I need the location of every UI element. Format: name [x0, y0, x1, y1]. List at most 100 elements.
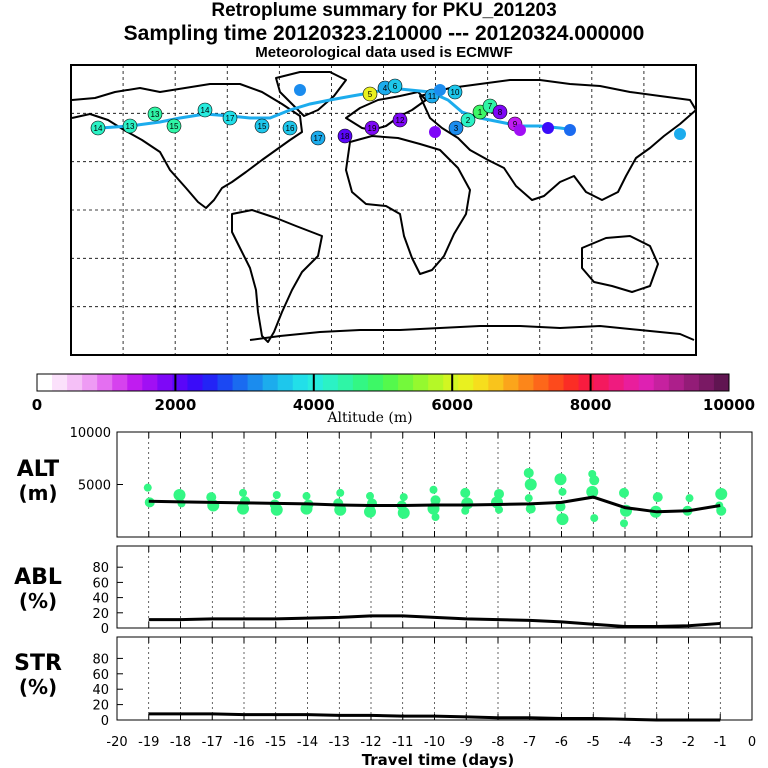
colorbar-swatch [413, 374, 429, 391]
alt-point [300, 502, 313, 515]
alt-point [525, 503, 536, 514]
panel-unit: (m) [18, 481, 57, 505]
x-tick-label: -7 [523, 735, 536, 750]
x-tick-label: -3 [650, 735, 663, 750]
colorbar-tick-label: 2000 [155, 396, 197, 414]
plume-marker [448, 120, 464, 136]
alt-point [270, 503, 283, 516]
x-tick-label: -8 [492, 735, 505, 750]
panel-label: STR [14, 651, 62, 676]
colorbar-swatch [488, 374, 504, 391]
plume-marker [447, 84, 463, 100]
str-line [148, 712, 721, 722]
alt-point [523, 467, 534, 478]
alt-point [586, 485, 599, 498]
colorbar-tick-label: 10000 [703, 396, 755, 414]
colorbar-swatch [142, 374, 158, 391]
plume-marker [282, 120, 298, 136]
alt-point [429, 485, 438, 494]
x-tick-label: -9 [460, 735, 473, 750]
y-tick-label: 0 [101, 622, 109, 637]
colorbar-swatch [292, 374, 309, 391]
x-tick-label: -19 [138, 735, 159, 750]
x-tick-label: -2 [682, 735, 695, 750]
plume-label: 9 [513, 120, 518, 129]
y-tick-label: 20 [92, 699, 109, 714]
y-tick-label: 80 [92, 561, 109, 576]
colorbar-swatch [202, 374, 219, 391]
plume-label: 17 [226, 114, 235, 123]
x-tick-label: -18 [170, 735, 191, 750]
plume-label: 15 [170, 122, 179, 131]
plume-marker [429, 126, 441, 138]
panel-unit: (%) [19, 675, 57, 699]
plume-label: 8 [498, 108, 503, 117]
alt-point [460, 487, 471, 498]
alt-mean-line [148, 495, 721, 514]
colorbar-swatch [187, 374, 203, 391]
alt-point [558, 487, 567, 496]
alt-point [431, 513, 440, 522]
colorbar-swatch [277, 374, 294, 391]
colorbar-swatch [322, 374, 339, 391]
plume-label: 7 [488, 102, 493, 111]
plume-marker [197, 102, 213, 118]
plume-label: 19 [368, 124, 377, 133]
altitude-colorbar: 0 2000 4000 6000 8000 10000 Altitude (m) [32, 373, 755, 426]
y-tick-label: 0 [101, 714, 109, 729]
y-tick-label: 80 [92, 652, 109, 667]
colorbar-swatch [653, 374, 670, 391]
colorbar-swatch [37, 374, 53, 391]
continent-africa [345, 135, 471, 275]
alt-point [366, 492, 374, 501]
colorbar-swatch [638, 374, 655, 391]
alt-point [555, 501, 566, 512]
plume-label: 13 [151, 110, 160, 119]
plume-marker [364, 120, 380, 136]
colorbar-tick-label: 0 [32, 396, 42, 414]
x-tick-label: 0 [748, 735, 756, 750]
plume-label: 14 [94, 124, 103, 133]
plume-marker [310, 130, 326, 146]
colorbar-swatch [473, 374, 489, 391]
plume-label: 10 [451, 88, 460, 97]
y-tick-label: 5000 [78, 479, 111, 494]
alt-point [620, 519, 628, 528]
colorbar-swatch [608, 374, 625, 391]
continent-north-america [71, 83, 303, 209]
y-tick-label: 60 [92, 576, 109, 591]
colorbar-swatch [367, 374, 384, 391]
colorbar-swatch [548, 374, 565, 391]
colorbar-frame [36, 373, 730, 392]
y-tick-label: 40 [92, 592, 109, 607]
chart-title: Retroplume summary for PKU_201203 [211, 0, 557, 21]
colorbar-swatch [593, 374, 610, 391]
x-tick-label: -1 [714, 735, 727, 750]
colorbar-swatch [713, 374, 730, 391]
x-tick-label: -20 [106, 735, 127, 750]
colorbar-swatch [262, 374, 279, 391]
colorbar-swatch [683, 374, 700, 391]
colorbar-swatch [52, 374, 68, 391]
alt-point [524, 478, 537, 491]
alt-point [590, 514, 599, 523]
colorbar-swatch [428, 374, 444, 391]
plume-marker [392, 112, 408, 128]
alt-point [334, 503, 347, 516]
colorbar-swatch [247, 374, 264, 391]
plume-label: 3 [454, 124, 459, 133]
time-series-panels: ALT(m)100005000ABL(%)020406080STR(%)0204… [14, 426, 756, 768]
plume-marker [460, 112, 476, 128]
plume-marker [674, 128, 686, 140]
plume-marker [147, 106, 163, 122]
x-tick-label: -4 [619, 735, 632, 750]
plume-marker [564, 124, 576, 136]
alt-point [619, 487, 629, 498]
x-tick-label: -5 [587, 735, 600, 750]
colorbar-swatch [398, 374, 414, 391]
plume-label: 6 [393, 82, 398, 91]
alt-point [272, 491, 281, 499]
alt-point [364, 505, 376, 518]
alt-point [685, 494, 694, 503]
y-tick-label: 60 [92, 668, 109, 683]
